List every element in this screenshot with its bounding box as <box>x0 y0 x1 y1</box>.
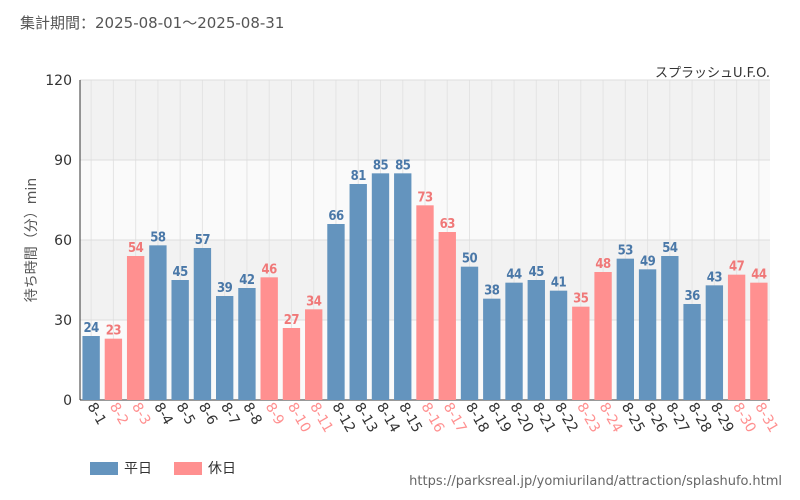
x-tick-label: 8-2 <box>106 400 131 428</box>
bar-value-label: 58 <box>150 230 166 245</box>
legend-label-holiday: 休日 <box>208 461 236 477</box>
bar <box>349 184 367 400</box>
bar <box>505 282 523 400</box>
bar-value-label: 41 <box>551 276 567 291</box>
bar <box>572 306 590 400</box>
bar-value-label: 49 <box>640 254 656 269</box>
source-url: https://parksreal.jp/yomiuriland/attract… <box>409 474 782 489</box>
bar <box>727 274 746 400</box>
bar <box>460 266 479 400</box>
bar-value-label: 85 <box>395 158 411 173</box>
bar-value-label: 48 <box>595 257 611 272</box>
bar <box>661 256 679 400</box>
bar-value-label: 54 <box>128 241 144 256</box>
bar-value-label: 34 <box>306 294 322 309</box>
x-tick-label: 8-4 <box>150 400 175 428</box>
bar-value-label: 53 <box>618 244 634 259</box>
bar <box>705 285 724 400</box>
bar <box>616 258 635 400</box>
y-tick-label: 30 <box>54 313 72 329</box>
bar-value-label: 63 <box>440 217 456 232</box>
y-axis-label: 待ち時間（分）min <box>24 178 40 302</box>
attraction-name: スプラッシュU.F.O. <box>654 66 770 81</box>
bar <box>371 173 390 400</box>
bar-value-label: 38 <box>484 284 500 299</box>
bar-value-label: 81 <box>351 169 367 184</box>
bar <box>594 272 612 400</box>
x-tick-label: 8-9 <box>262 400 287 428</box>
bar <box>394 173 412 400</box>
legend: 平日 休日 <box>90 458 236 478</box>
bar-value-label: 50 <box>462 252 478 267</box>
x-tick-label: 8-6 <box>195 400 220 428</box>
x-tick-label: 8-5 <box>173 400 198 428</box>
bar-value-label: 66 <box>328 209 344 224</box>
bar <box>416 205 434 400</box>
bar-value-label: 43 <box>707 270 723 285</box>
legend-item-weekday: 平日 <box>90 458 152 478</box>
x-tick-label: 8-3 <box>128 400 153 428</box>
bar <box>104 338 123 400</box>
bar-value-label: 45 <box>529 265 545 280</box>
bar-value-label: 45 <box>173 265 189 280</box>
bar <box>305 309 323 400</box>
bar-value-label: 24 <box>83 321 99 336</box>
bar <box>126 256 145 400</box>
legend-swatch-holiday <box>174 461 202 475</box>
period-label: 集計期間： <box>20 14 96 32</box>
bar-value-label: 85 <box>373 158 389 173</box>
y-tick-label: 90 <box>54 153 72 169</box>
bar <box>82 336 100 400</box>
bar <box>260 277 278 400</box>
bar <box>683 304 701 400</box>
bar-value-label: 73 <box>417 190 433 205</box>
bar-value-label: 35 <box>573 292 589 307</box>
bar-value-label: 27 <box>284 313 300 328</box>
legend-label-weekday: 平日 <box>124 461 152 477</box>
x-tick-label: 8-31 <box>751 400 781 436</box>
bar-value-label: 44 <box>751 268 767 283</box>
bar <box>215 296 234 400</box>
y-tick-label: 0 <box>63 393 72 409</box>
bar <box>549 290 568 400</box>
x-tick-label: 8-1 <box>84 400 109 428</box>
bar <box>750 282 768 400</box>
x-tick-label: 8-7 <box>217 400 242 428</box>
bar-value-label: 44 <box>506 268 522 283</box>
bar <box>238 288 256 400</box>
bar-value-label: 47 <box>729 260 745 275</box>
bar <box>171 280 189 400</box>
bar-value-label: 42 <box>239 273 255 288</box>
y-tick-label: 60 <box>54 233 72 249</box>
bar-value-label: 46 <box>262 262 278 277</box>
period-header: 集計期間：2025-08-01～2025-08-31 <box>20 12 284 33</box>
period-value: 2025-08-01～2025-08-31 <box>95 14 285 32</box>
bar <box>527 280 545 400</box>
bar <box>483 298 501 400</box>
bar <box>149 245 167 400</box>
x-tick-label: 8-8 <box>239 400 264 428</box>
bar-value-label: 36 <box>684 289 700 304</box>
bar-value-label: 54 <box>662 241 678 256</box>
legend-item-holiday: 休日 <box>174 458 236 478</box>
bar-value-label: 57 <box>195 233 211 248</box>
bar <box>638 269 657 400</box>
y-tick-label: 120 <box>45 73 72 89</box>
bar <box>327 224 345 400</box>
bar-value-label: 23 <box>106 324 122 339</box>
legend-swatch-weekday <box>90 461 118 475</box>
bar-value-label: 39 <box>217 281 233 296</box>
bar <box>193 248 212 400</box>
bar <box>282 328 301 400</box>
bar <box>438 232 456 400</box>
